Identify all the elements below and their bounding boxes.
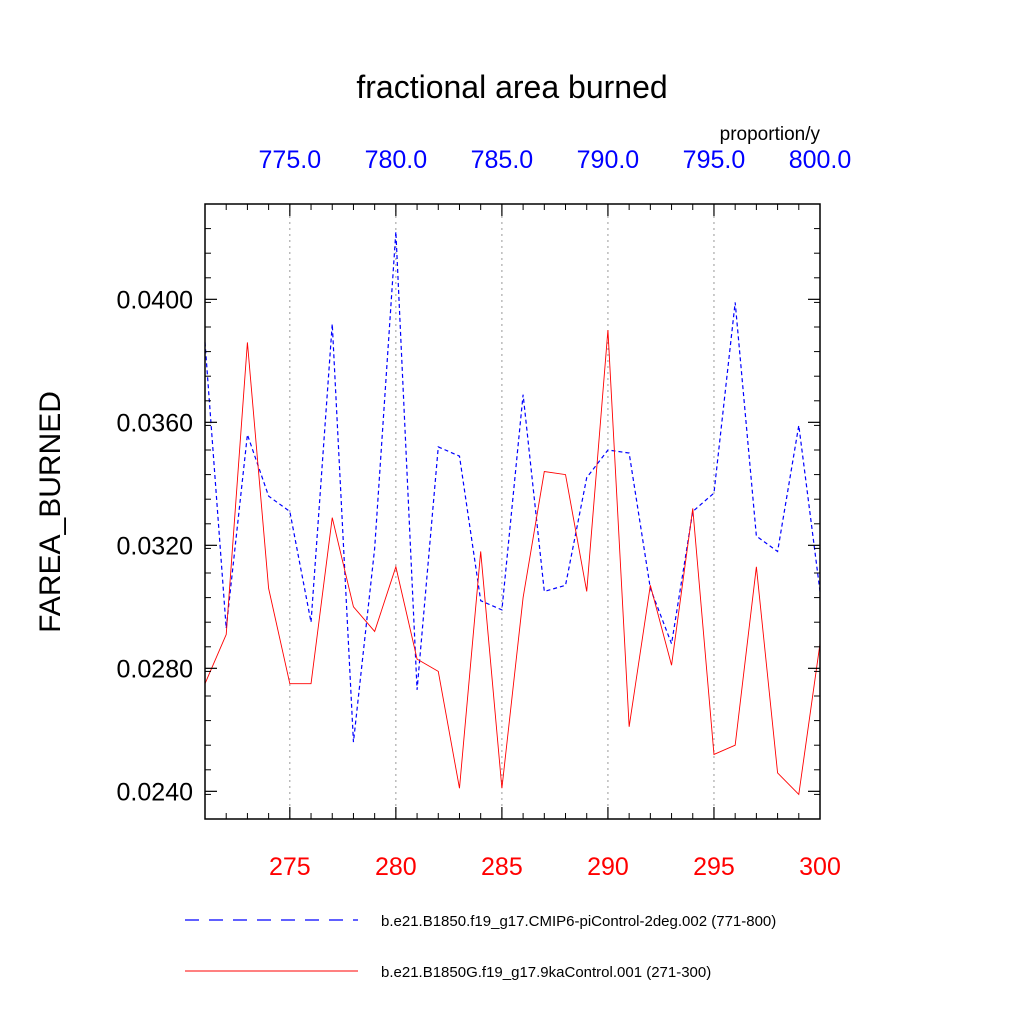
x-top-tick-label: 785.0	[471, 146, 534, 174]
y-tick-label: 0.0400	[117, 286, 193, 314]
y-tick-label: 0.0280	[117, 655, 193, 683]
units-label: proportion/y	[720, 124, 821, 145]
chart-title: fractional area burned	[356, 69, 667, 105]
y-axis-label: FAREA_BURNED	[34, 391, 67, 633]
x-top-tick-label: 795.0	[683, 146, 746, 174]
x-top-tick-label: 800.0	[789, 146, 852, 174]
x-bottom-tick-label: 280	[375, 853, 417, 881]
x-top-tick-label: 775.0	[259, 146, 322, 174]
x-top-tick-label: 780.0	[365, 146, 428, 174]
x-top-tick-label: 790.0	[577, 146, 640, 174]
legend: b.e21.B1850.f19_g17.CMIP6-piControl-2deg…	[185, 913, 776, 981]
series-line-9kacontrol	[204, 330, 821, 796]
legend-label-picontrol: b.e21.B1850.f19_g17.CMIP6-piControl-2deg…	[381, 913, 776, 930]
y-tick-label: 0.0240	[117, 778, 193, 806]
x-bottom-tick-label: 300	[799, 853, 841, 881]
y-tick-label: 0.0320	[117, 532, 193, 560]
y-tick-label: 0.0360	[117, 409, 193, 437]
series-layer	[204, 231, 821, 796]
grid	[289, 204, 715, 819]
x-bottom-tick-label: 290	[587, 853, 629, 881]
x-bottom-tick-label: 295	[693, 853, 735, 881]
x-bottom-tick-label: 285	[481, 853, 523, 881]
x-bottom-tick-label: 275	[269, 853, 311, 881]
axes: 0.0240 0.0280 0.0320 0.0360 0.0400 275 280 285 2…	[117, 146, 852, 881]
plot-frame	[204, 203, 821, 820]
series-line-picontrol	[204, 231, 821, 743]
legend-label-9kacontrol: b.e21.B1850G.f19_g17.9kaControl.001 (271…	[381, 964, 711, 981]
